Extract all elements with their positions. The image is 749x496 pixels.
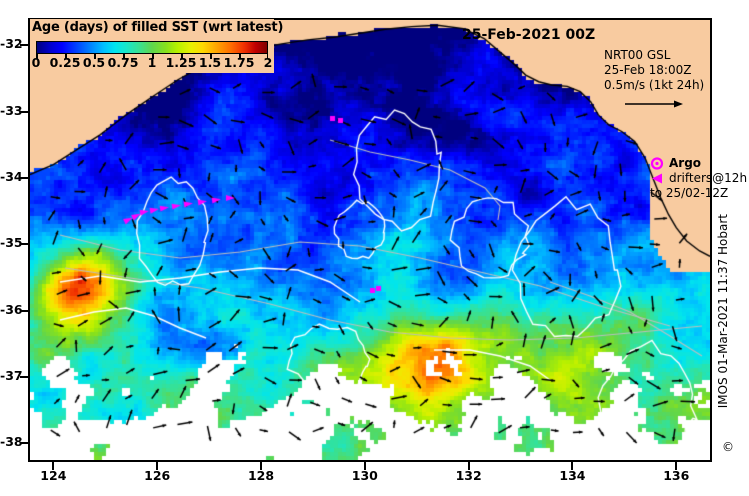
- drifter-arrow-marker-icon: [652, 173, 662, 184]
- y-tick-1: [20, 110, 28, 113]
- x-tick-3: [363, 462, 366, 470]
- right-arrow-icon: [625, 100, 683, 108]
- colorbar-tick-label-2: 0.5: [82, 55, 106, 70]
- y-tick-2: [20, 176, 28, 179]
- argo-drifter-legend: Argo drifters@12h to 25/02-12Z: [650, 156, 748, 201]
- x-tick-label-0: 124: [40, 468, 67, 483]
- gsl-product-label: NRT00 GSL: [604, 48, 671, 62]
- colorbar-tick-6: [210, 54, 212, 59]
- colorbar-tick-label-1: 0.25: [49, 55, 81, 70]
- colorbar-tick-7: [239, 54, 241, 59]
- argo-float-marker-icon: [650, 157, 664, 170]
- map-plot-area[interactable]: [28, 18, 712, 462]
- x-tick-6: [675, 462, 678, 470]
- colorbar-tick-label-6: 1.5: [198, 55, 222, 70]
- colorbar-title: Age (days) of filled SST (wrt latest): [32, 20, 284, 35]
- colorbar-tick-3: [123, 54, 125, 59]
- colorbar-tick-label-4: 1: [147, 55, 157, 70]
- colorbar-tick-label-8: 2: [263, 55, 273, 70]
- colorbar-tick-5: [181, 54, 183, 59]
- y-tick-4: [20, 309, 28, 312]
- drifter-legend-row-1: drifters@12h: [650, 171, 748, 186]
- x-tick-4: [467, 462, 470, 470]
- x-tick-label-3: 130: [351, 468, 378, 483]
- colorbar-tick-label-0: 0: [31, 55, 41, 70]
- map-date-title: 25-Feb-2021 00Z: [462, 27, 596, 43]
- y-tick-label-4: -36: [0, 301, 23, 317]
- sst-age-raster[interactable]: [30, 20, 710, 460]
- y-tick-0: [20, 44, 28, 47]
- argo-legend-label: Argo: [669, 156, 702, 170]
- y-tick-label-3: -35: [0, 235, 23, 251]
- gsl-scale-label: 0.5m/s (1kt 24h): [604, 78, 705, 92]
- colorbar-tick-label-7: 1.75: [223, 55, 255, 70]
- drifter-legend-label-1: drifters@12h: [669, 171, 748, 185]
- drifter-legend-row-2: to 25/02-12Z: [650, 186, 746, 201]
- gsl-datetime-label: 25-Feb 18:00Z: [604, 63, 692, 77]
- y-tick-5: [20, 376, 28, 379]
- colorbar-tick-8: [266, 54, 268, 59]
- x-tick-label-6: 136: [663, 468, 690, 483]
- x-tick-label-4: 132: [455, 468, 482, 483]
- current-vector-legend: NRT00 GSL 25-Feb 18:00Z 0.5m/s (1kt 24h): [604, 48, 704, 93]
- x-tick-5: [571, 462, 574, 470]
- y-tick-3: [20, 243, 28, 246]
- y-tick-label-2: -34: [0, 168, 23, 184]
- x-tick-label-5: 134: [559, 468, 586, 483]
- colorbar-tick-0: [36, 54, 38, 59]
- argo-legend-row: Argo: [650, 156, 746, 171]
- colorbar-gradient: [36, 41, 268, 54]
- colorbar-tick-label-5: 1.25: [165, 55, 197, 70]
- imos-credit-label: IMOS 01-Mar-2021 11:37 Hobart: [716, 214, 730, 409]
- x-tick-2: [259, 462, 262, 470]
- y-tick-label-1: -33: [0, 102, 23, 118]
- copyright-icon: ©: [722, 440, 734, 454]
- x-tick-1: [156, 462, 159, 470]
- drifter-legend-label-2: to 25/02-12Z: [650, 186, 729, 200]
- colorbar-tick-4: [152, 54, 154, 59]
- y-tick-label-6: -38: [0, 434, 23, 450]
- x-tick-label-1: 126: [144, 468, 171, 483]
- colorbar-tick-1: [65, 54, 67, 59]
- x-tick-label-2: 128: [247, 468, 275, 483]
- colorbar-tick-2: [94, 54, 96, 59]
- y-tick-6: [20, 442, 28, 445]
- colorbar-tick-label-3: 0.75: [107, 55, 139, 70]
- x-tick-0: [52, 462, 55, 470]
- y-tick-label-5: -37: [0, 368, 23, 384]
- y-tick-label-0: -32: [0, 36, 23, 52]
